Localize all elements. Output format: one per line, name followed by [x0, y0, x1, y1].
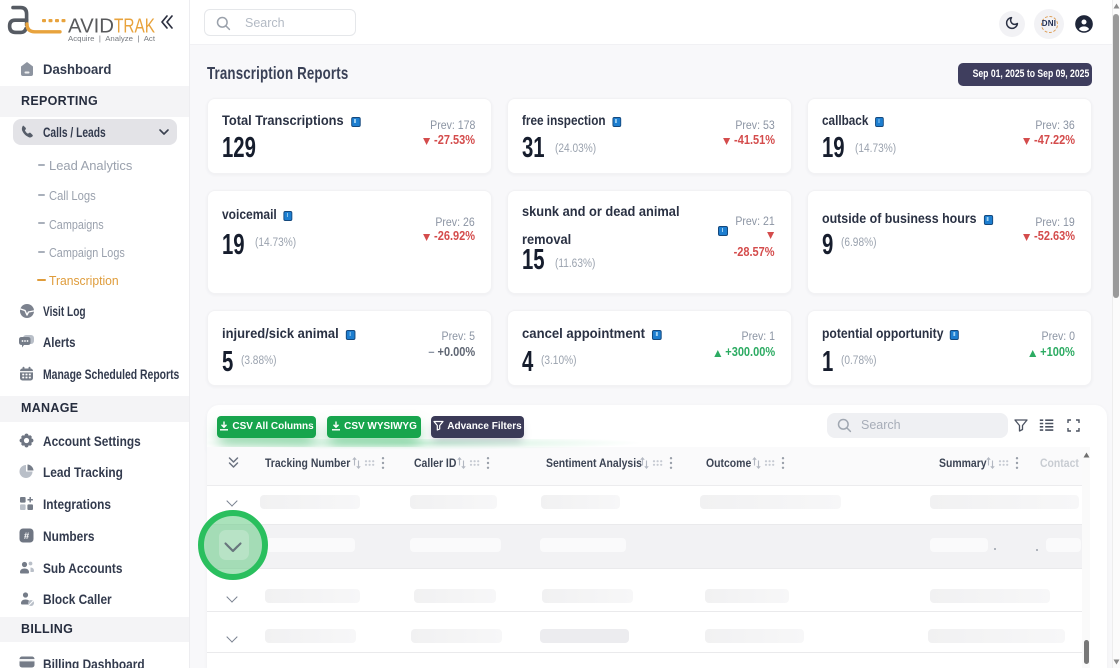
svg-text:#: # — [24, 531, 30, 542]
svg-text:TRAK: TRAK — [114, 16, 156, 38]
svg-text:Acquire | Analyze | Act: Acquire | Analyze | Act — [68, 34, 155, 43]
svg-text:AVID: AVID — [68, 16, 114, 38]
